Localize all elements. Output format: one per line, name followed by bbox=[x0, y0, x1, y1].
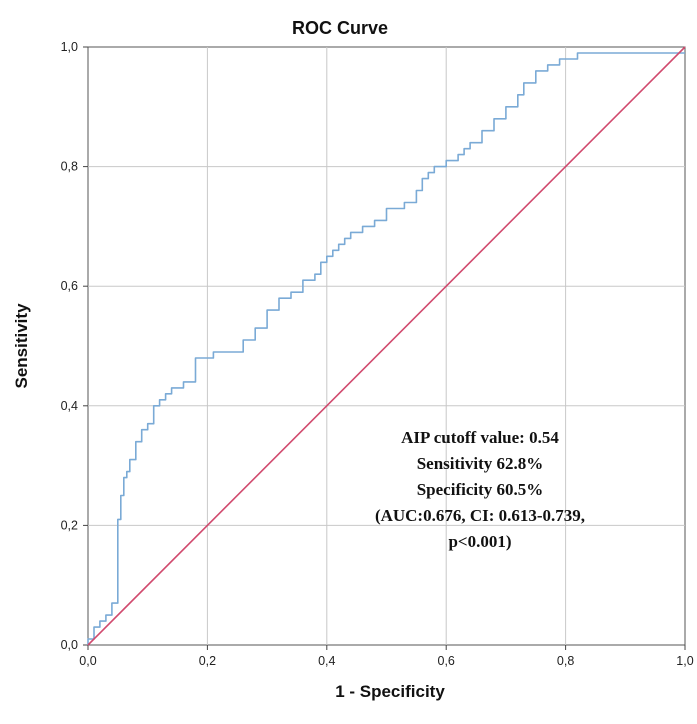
reference-diagonal-line bbox=[87, 46, 686, 646]
y-tick-label: 1,0 bbox=[61, 40, 78, 54]
annotation-line: Specificity 60.5% bbox=[417, 480, 544, 499]
y-tick-label: 0,2 bbox=[61, 518, 78, 532]
annotation-box: AIP cutoff value: 0.54 Sensitivity 62.8% S… bbox=[375, 428, 585, 551]
y-tick-label: 0,8 bbox=[61, 160, 78, 174]
annotation-line: Sensitivity 62.8% bbox=[417, 454, 544, 473]
y-tick-label: 0,6 bbox=[61, 279, 78, 293]
x-axis-title: 1 - Specificity bbox=[335, 682, 445, 701]
tick-labels: 0,0 0,2 0,4 0,6 0,8 1,0 0,0 0,2 0,4 0,6 0,8 1,0 bbox=[61, 40, 694, 668]
x-tick-label: 0,6 bbox=[438, 654, 455, 668]
chart-title: ROC Curve bbox=[292, 18, 388, 38]
roc-curve-line bbox=[87, 52, 685, 645]
annotation-line: AIP cutoff value: 0.54 bbox=[401, 428, 559, 447]
annotation-line: (AUC:0.676, CI: 0.613-0.739, bbox=[375, 506, 585, 525]
x-tick-label: 0,2 bbox=[199, 654, 216, 668]
gridlines bbox=[88, 47, 685, 645]
series-lines bbox=[87, 46, 686, 646]
y-axis-title: Sensitivity bbox=[12, 303, 31, 389]
annotation-line: p<0.001) bbox=[448, 532, 511, 551]
x-tick-label: 1,0 bbox=[676, 654, 693, 668]
y-tick-label: 0,0 bbox=[61, 638, 78, 652]
x-tick-label: 0,4 bbox=[318, 654, 335, 668]
x-tick-label: 0,0 bbox=[79, 654, 96, 668]
y-tick-label: 0,4 bbox=[61, 399, 78, 413]
x-tick-label: 0,8 bbox=[557, 654, 574, 668]
